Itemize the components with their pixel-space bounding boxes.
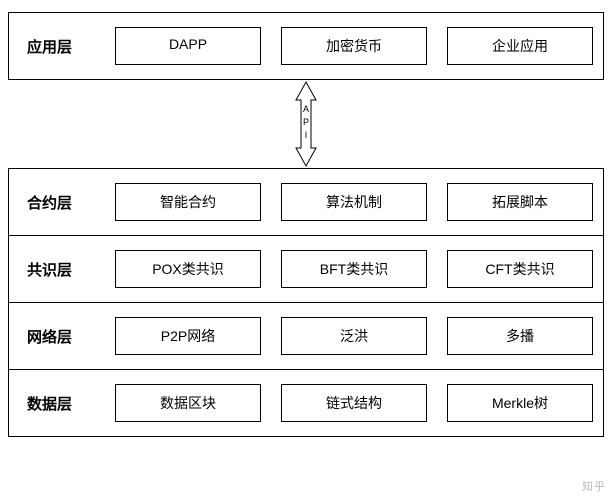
double-arrow-icon: A P I	[286, 80, 326, 168]
layer-network: 网络层 P2P网络 泛洪 多播	[8, 303, 604, 370]
watermark: 知乎	[582, 478, 606, 494]
item-box: Merkle树	[447, 384, 593, 422]
layer-label: 共识层	[19, 259, 99, 280]
layer-items: 智能合约 算法机制 拓展脚本	[115, 183, 593, 221]
item-box: POX类共识	[115, 250, 261, 288]
layer-items: DAPP 加密货币 企业应用	[115, 27, 593, 65]
item-box: 加密货币	[281, 27, 427, 65]
item-box: CFT类共识	[447, 250, 593, 288]
item-box: 链式结构	[281, 384, 427, 422]
item-box: 泛洪	[281, 317, 427, 355]
layer-label: 网络层	[19, 326, 99, 347]
item-box: 企业应用	[447, 27, 593, 65]
stacked-layers: 合约层 智能合约 算法机制 拓展脚本 共识层 POX类共识 BFT类共识 CFT…	[8, 168, 604, 437]
layer-label: 数据层	[19, 393, 99, 414]
layer-data: 数据层 数据区块 链式结构 Merkle树	[8, 370, 604, 437]
layer-application: 应用层 DAPP 加密货币 企业应用	[8, 12, 604, 80]
item-box: BFT类共识	[281, 250, 427, 288]
item-box: 数据区块	[115, 384, 261, 422]
item-box: 拓展脚本	[447, 183, 593, 221]
api-letter: P	[303, 117, 309, 127]
layer-label: 应用层	[19, 36, 99, 57]
item-box: DAPP	[115, 27, 261, 65]
item-box: 算法机制	[281, 183, 427, 221]
layer-consensus: 共识层 POX类共识 BFT类共识 CFT类共识	[8, 236, 604, 303]
layer-contract: 合约层 智能合约 算法机制 拓展脚本	[8, 168, 604, 236]
layer-items: P2P网络 泛洪 多播	[115, 317, 593, 355]
api-letter: A	[303, 104, 309, 114]
api-letter: I	[305, 130, 308, 140]
item-box: 智能合约	[115, 183, 261, 221]
item-box: P2P网络	[115, 317, 261, 355]
item-box: 多播	[447, 317, 593, 355]
layer-label: 合约层	[19, 192, 99, 213]
api-connector: A P I	[8, 80, 604, 168]
layer-items: 数据区块 链式结构 Merkle树	[115, 384, 593, 422]
layer-items: POX类共识 BFT类共识 CFT类共识	[115, 250, 593, 288]
